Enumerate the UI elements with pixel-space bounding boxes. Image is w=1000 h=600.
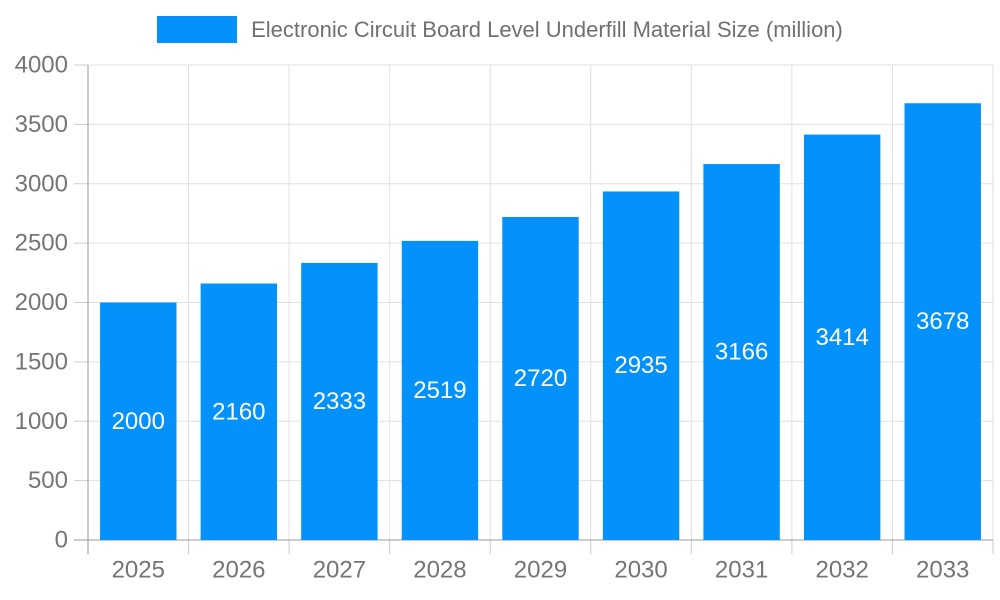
bar-value-label: 3678	[916, 308, 969, 335]
bar-value-label: 2720	[514, 365, 567, 392]
x-axis-tick-label: 2031	[715, 557, 768, 584]
bar-value-label: 2000	[112, 408, 165, 435]
bar-value-label: 2519	[413, 377, 466, 404]
bar	[602, 191, 680, 540]
legend-swatch-icon	[157, 16, 238, 43]
bar-value-label: 2935	[614, 352, 667, 379]
legend-series-label: Electronic Circuit Board Level Underfill…	[251, 16, 843, 42]
y-axis-tick-label: 4000	[15, 52, 68, 79]
bar	[803, 134, 881, 540]
bar-value-label: 3414	[815, 324, 868, 351]
bar	[100, 302, 177, 540]
x-axis-tick-label: 2026	[212, 557, 265, 584]
bar	[904, 103, 981, 541]
y-axis-tick-label: 2500	[15, 230, 68, 257]
y-axis-tick-label: 500	[28, 467, 68, 494]
x-axis-tick-label: 2032	[815, 557, 868, 584]
x-axis-tick-label: 2028	[413, 557, 466, 584]
bar	[401, 240, 479, 540]
bar-value-label: 2160	[212, 398, 265, 425]
x-axis-tick-label: 2029	[514, 557, 567, 584]
y-axis-tick-label: 3000	[15, 170, 68, 197]
bar	[301, 262, 378, 540]
bar	[703, 164, 780, 540]
bar-value-label: 2333	[313, 388, 366, 415]
x-axis-tick-label: 2027	[313, 557, 366, 584]
chart-legend-item[interactable]: Electronic Circuit Board Level Underfill…	[0, 16, 1000, 43]
bar-value-label: 3166	[715, 339, 768, 366]
x-axis-tick-label: 2033	[916, 557, 969, 584]
x-axis-tick-label: 2030	[614, 557, 667, 584]
y-axis-tick-label: 2000	[15, 289, 68, 316]
y-axis-tick-label: 1500	[15, 348, 68, 375]
y-axis-tick-label: 1000	[15, 408, 68, 435]
y-axis-tick-label: 3500	[15, 111, 68, 138]
y-axis-tick-label: 0	[55, 527, 68, 554]
bar	[502, 217, 579, 540]
bar	[200, 283, 278, 540]
x-axis-tick-label: 2025	[112, 557, 165, 584]
